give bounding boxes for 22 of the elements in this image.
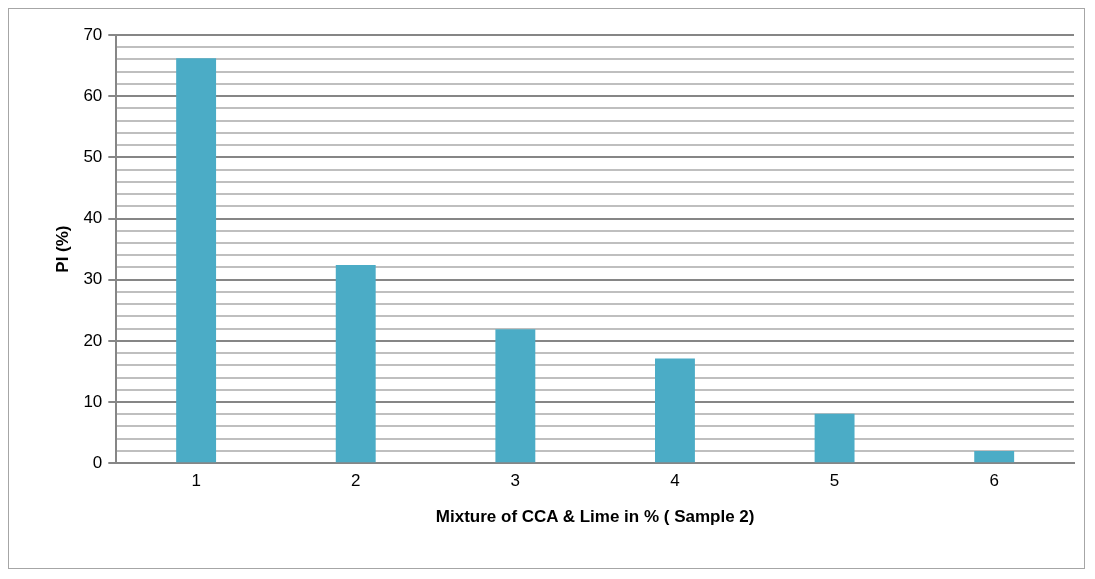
- y-tick-label: 30: [83, 269, 103, 289]
- bar: [974, 450, 1015, 463]
- y-tick-label: 60: [83, 85, 103, 105]
- y-axis-title: PI (%): [52, 225, 72, 273]
- x-axis-title: Mixture of CCA & Lime in % ( Sample 2): [435, 507, 755, 527]
- x-tick-label: 5: [829, 471, 840, 491]
- x-tick-label: 4: [670, 471, 680, 491]
- y-tick-label: 20: [83, 330, 103, 350]
- bar: [495, 329, 536, 463]
- bar: [814, 413, 855, 463]
- bar: [335, 265, 376, 463]
- y-tick-label: 50: [83, 147, 103, 167]
- bar: [176, 58, 217, 463]
- y-tick-label: 0: [92, 452, 103, 472]
- y-tick-label: 10: [83, 391, 103, 411]
- x-tick-label: 2: [351, 471, 361, 491]
- y-tick-label: 70: [83, 24, 103, 44]
- bar: [655, 358, 695, 463]
- x-tick-label: 6: [989, 471, 999, 491]
- y-tick-label: 40: [83, 208, 103, 228]
- x-tick-label: 3: [510, 471, 521, 491]
- x-tick-label: 1: [191, 471, 201, 491]
